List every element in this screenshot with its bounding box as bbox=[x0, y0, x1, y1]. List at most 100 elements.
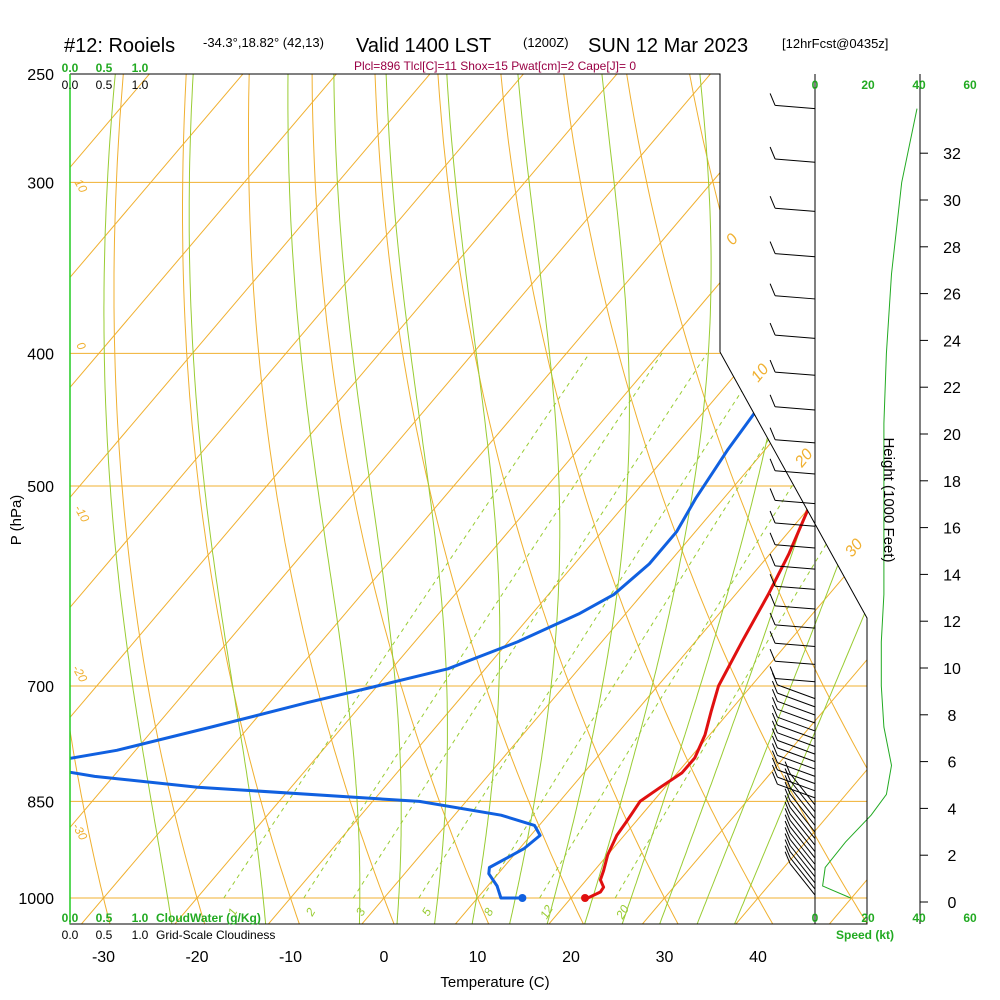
wind-barb-flag bbox=[769, 532, 776, 545]
wind-barb-flag bbox=[771, 672, 778, 686]
wind-barb bbox=[777, 724, 816, 740]
wind-barb bbox=[775, 624, 816, 629]
wind-barb bbox=[777, 762, 816, 777]
wind-barb bbox=[775, 406, 816, 411]
cloudiness-legend: Grid-Scale Cloudiness bbox=[156, 928, 275, 942]
valid-date: SUN 12 Mar 2023 bbox=[588, 35, 748, 57]
height-tick-label: 10 bbox=[943, 661, 961, 678]
wind-barb-flag bbox=[784, 801, 791, 815]
dry-adiabat bbox=[0, 0, 20, 927]
wind-barb bbox=[789, 800, 816, 833]
isotherm-line bbox=[171, 74, 867, 924]
isotherm-label: 10 bbox=[748, 361, 773, 386]
wind-barb bbox=[777, 754, 816, 770]
height-tick-label: 12 bbox=[943, 614, 961, 631]
isotherm-line bbox=[70, 74, 731, 924]
height-tick-label: 24 bbox=[943, 333, 961, 350]
wind-barb-flag bbox=[769, 394, 776, 407]
mixing-ratio-label: 2 bbox=[302, 905, 318, 919]
mixing-ratio-label: 3 bbox=[353, 905, 369, 918]
wind-barb-flag bbox=[771, 712, 778, 726]
moist-adiabat bbox=[658, 74, 867, 924]
isotherm-line bbox=[70, 74, 824, 924]
wind-barb bbox=[789, 845, 816, 878]
pressure-tick-label: 250 bbox=[27, 67, 54, 84]
wind-barb-flag bbox=[771, 705, 778, 718]
isotherm-line bbox=[70, 74, 637, 924]
isotherm-line bbox=[70, 74, 170, 924]
cloud-scale-top-green: 1.0 bbox=[132, 61, 149, 75]
dry-adiabat bbox=[432, 74, 681, 924]
wind-barb bbox=[775, 253, 816, 258]
wind-barb bbox=[775, 565, 816, 570]
mixing-ratio-line bbox=[352, 353, 708, 899]
height-tick-label: 20 bbox=[943, 427, 961, 444]
dry-adiabat bbox=[70, 74, 112, 924]
cloud-scale-top-green: 0.0 bbox=[62, 61, 79, 75]
wind-barb-flag bbox=[784, 781, 791, 795]
moist-adiabat bbox=[333, 74, 402, 924]
mixing-ratio-label: 20 bbox=[613, 902, 632, 922]
cloud-scale-bottom-black: 0.0 bbox=[62, 928, 79, 942]
wind-barb bbox=[777, 708, 816, 724]
moist-adiabat bbox=[545, 74, 630, 924]
wind-barb-flag bbox=[769, 196, 776, 209]
isotherm-label: 30 bbox=[842, 536, 867, 561]
dry-adiabat bbox=[550, 74, 867, 924]
cloud-scale-top-black: 1.0 bbox=[132, 78, 149, 92]
wind-barb bbox=[775, 605, 816, 610]
wind-barb bbox=[775, 295, 816, 300]
pressure-tick-label: 700 bbox=[27, 679, 54, 696]
isotherm-line bbox=[826, 74, 867, 924]
wind-barb-flag bbox=[769, 359, 776, 373]
moist-adiabat bbox=[695, 74, 867, 924]
temperature-tick-label: -10 bbox=[279, 949, 302, 966]
wind-barb bbox=[775, 522, 816, 527]
wind-barb-flag bbox=[771, 680, 778, 694]
wind-barb-flag bbox=[784, 839, 791, 852]
isotherm-line bbox=[70, 74, 450, 924]
wind-barb bbox=[775, 642, 816, 647]
cloud-scale-top-black: 0.5 bbox=[96, 78, 113, 92]
wind-speed-tick-top: 0 bbox=[812, 78, 819, 92]
wind-barb-flag bbox=[769, 649, 776, 662]
dry-adiabat-label: -10 bbox=[71, 503, 92, 525]
mixing-ratio-line bbox=[303, 353, 663, 899]
wind-barb bbox=[777, 783, 816, 799]
wind-barb bbox=[775, 678, 816, 683]
dry-adiabat bbox=[491, 74, 775, 924]
wind-barb bbox=[775, 544, 816, 549]
wind-speed-legend: Speed (kt) bbox=[836, 928, 894, 942]
moist-adiabat bbox=[385, 74, 448, 924]
wind-barb-flag bbox=[771, 697, 778, 710]
wind-barb bbox=[789, 838, 816, 871]
wind-barb-flag bbox=[769, 593, 776, 607]
pressure-tick-label: 1000 bbox=[18, 891, 54, 908]
wind-barb-flag bbox=[769, 458, 776, 471]
wind-barb-flag bbox=[769, 427, 776, 440]
wind-speed-tick-bottom: 20 bbox=[861, 911, 875, 925]
temperature-tick-label: 40 bbox=[749, 949, 767, 966]
wind-barb bbox=[789, 780, 816, 813]
height-tick-label: 0 bbox=[948, 895, 957, 912]
wind-barb bbox=[789, 773, 816, 806]
isotherm-line bbox=[70, 74, 357, 924]
height-tick-label: 2 bbox=[948, 848, 957, 865]
pressure-tick-label: 400 bbox=[27, 346, 54, 363]
surface-dewpoint-marker bbox=[518, 894, 527, 902]
pressure-tick-label: 850 bbox=[27, 794, 54, 811]
wind-barb-flag bbox=[784, 833, 791, 846]
moist-adiabat bbox=[287, 74, 361, 924]
moist-adiabat bbox=[103, 74, 173, 924]
isotherm-line bbox=[358, 74, 867, 924]
moist-adiabat bbox=[583, 74, 712, 924]
isotherm-label: 0 bbox=[723, 231, 742, 249]
wind-barb bbox=[775, 470, 816, 475]
wind-barb bbox=[775, 158, 816, 163]
moist-adiabat bbox=[732, 74, 867, 924]
wind-barb bbox=[775, 660, 816, 665]
wind-speed-tick-bottom: 40 bbox=[912, 911, 926, 925]
isotherm-line bbox=[70, 74, 263, 924]
wind-barb-flag bbox=[771, 728, 778, 741]
